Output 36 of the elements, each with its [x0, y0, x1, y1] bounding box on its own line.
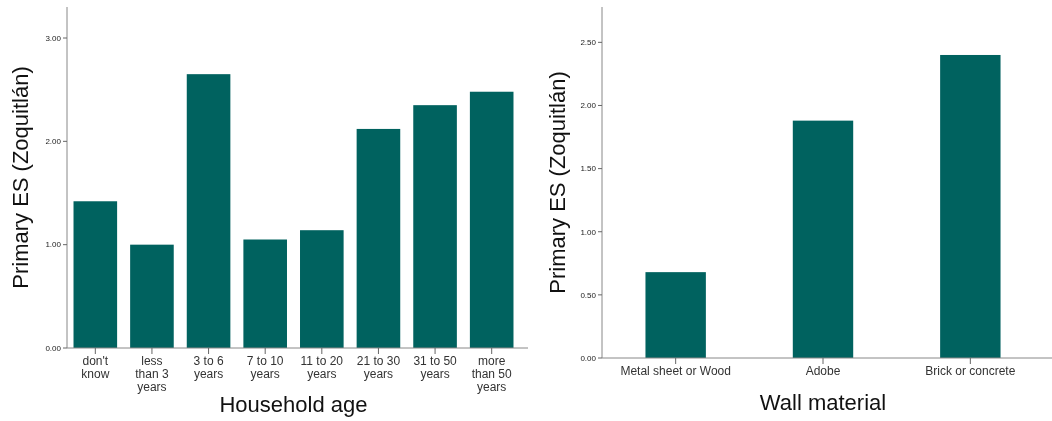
bar: [940, 54, 1001, 358]
x-tick-label: 31 to 50 years: [413, 354, 458, 381]
x-tick-label: 11 to 20 years: [300, 354, 344, 381]
x-tick-label: less than 3 years: [135, 354, 169, 394]
y-tick-label: 0.50: [580, 290, 597, 300]
x-tick-label: Brick or concrete: [925, 364, 1016, 378]
bar: [73, 201, 118, 348]
bar: [469, 91, 514, 348]
bar: [356, 128, 401, 348]
bar: [300, 230, 344, 348]
x-tick-label: 7 to 10 years: [246, 354, 284, 381]
y-axis-title: Primary ES (Zoquitlán): [8, 66, 33, 289]
x-tick-label: don't know: [81, 354, 110, 381]
y-tick-label: 2.00: [580, 101, 597, 111]
y-tick-label: 1.00: [580, 227, 597, 237]
x-tick-label: more than 50 years: [471, 354, 513, 394]
bar: [792, 120, 854, 358]
bar: [243, 239, 287, 348]
x-tick-label: 21 to 30 years: [356, 354, 401, 381]
y-tick-label: 3.00: [45, 33, 62, 43]
y-tick-label: 1.00: [45, 240, 62, 250]
y-tick-label: 1.50: [580, 164, 597, 174]
y-tick-label: 0.00: [580, 353, 597, 363]
bar: [186, 74, 231, 348]
y-axis-title: Primary ES (Zoquitlán): [545, 71, 570, 294]
y-tick-label: 2.00: [45, 137, 62, 147]
x-axis-title: Household age: [219, 392, 368, 417]
x-tick-label: Adobe: [805, 364, 841, 378]
bar: [130, 244, 174, 348]
x-tick-label: 3 to 6 years: [193, 354, 224, 381]
y-tick-label: 0.00: [45, 343, 62, 353]
x-axis-title: Wall material: [759, 390, 887, 415]
bar: [413, 105, 457, 348]
x-tick-label: Metal sheet or Wood: [620, 364, 731, 378]
y-tick-label: 2.50: [580, 38, 597, 48]
bar: [645, 272, 706, 358]
